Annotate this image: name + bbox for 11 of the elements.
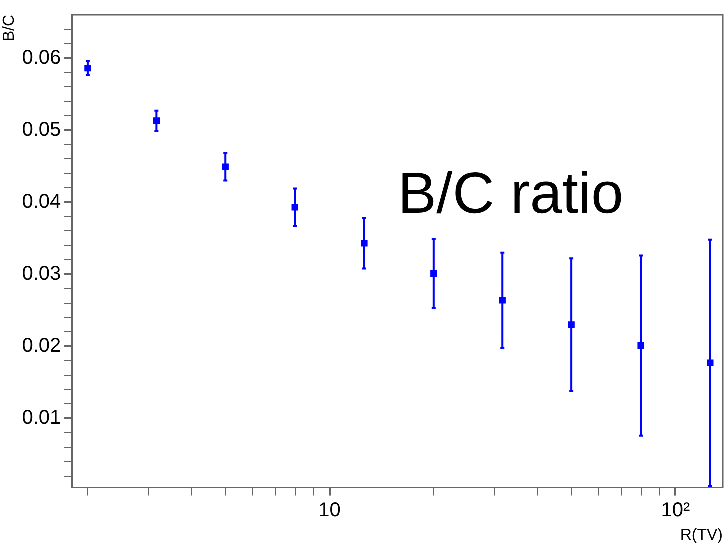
y-tick-label: 0.03 [22, 262, 62, 285]
y-tick-label: 0.06 [22, 46, 62, 69]
x-tick-label: 10² [661, 499, 690, 522]
y-axis-title: B/C [1, 15, 18, 42]
y-tick-label: 0.01 [22, 407, 62, 430]
x-tick-label: 10 [318, 499, 341, 522]
x-axis-title: R(TV) [680, 526, 723, 544]
y-tick-label: 0.02 [22, 335, 62, 358]
annotation: B/C ratio [398, 160, 624, 227]
y-tick-label: 0.04 [22, 190, 62, 213]
y-tick-label: 0.05 [22, 118, 62, 141]
